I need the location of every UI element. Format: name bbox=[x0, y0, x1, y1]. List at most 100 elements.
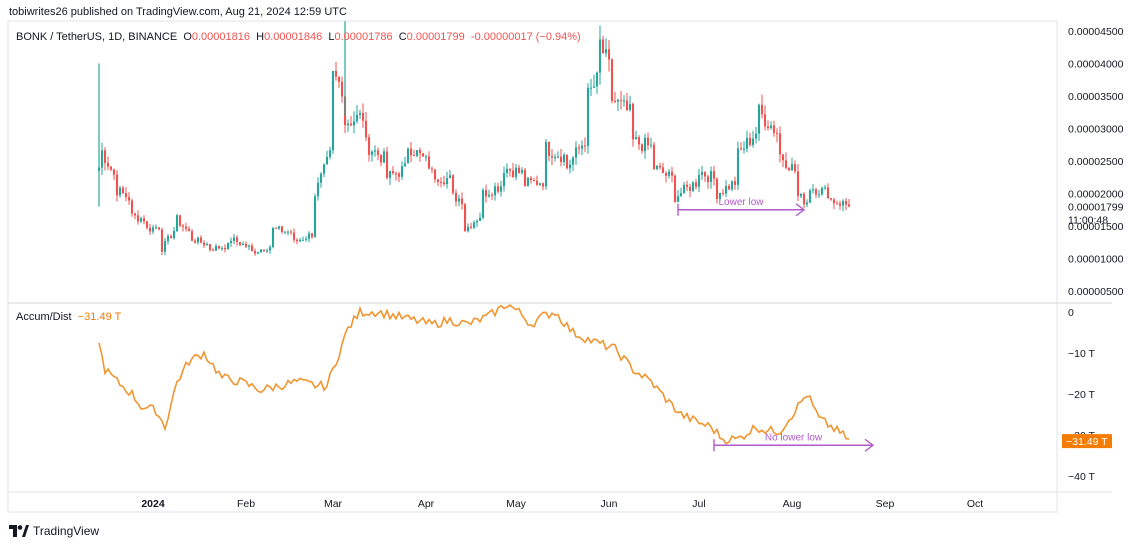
candle-body bbox=[352, 121, 356, 126]
candle-body bbox=[283, 231, 287, 233]
time-tick-label: 2024 bbox=[141, 498, 165, 510]
candle-body bbox=[508, 168, 512, 171]
candle-body bbox=[292, 232, 296, 240]
candle-body bbox=[790, 164, 794, 171]
axes: 0.00004500 0.00004000 0.00003500 0.00003000… bbox=[141, 26, 1123, 510]
candle-body bbox=[673, 175, 677, 202]
time-tick-label: Oct bbox=[967, 498, 983, 510]
candle-body bbox=[109, 166, 113, 170]
candle-body bbox=[457, 198, 461, 202]
candle-body bbox=[364, 120, 368, 138]
candle-body bbox=[763, 114, 767, 127]
candle-body bbox=[235, 237, 239, 243]
candle-body bbox=[811, 189, 815, 191]
candle-body bbox=[841, 200, 845, 206]
candle-body bbox=[628, 103, 632, 110]
candle-body bbox=[718, 192, 722, 199]
candle-body bbox=[772, 125, 776, 133]
candle-body bbox=[640, 144, 644, 152]
candle-body bbox=[586, 87, 590, 146]
candle-body bbox=[556, 156, 560, 158]
candle-body bbox=[484, 190, 488, 197]
indicator-name: Accum/Dist bbox=[16, 311, 72, 323]
candle-body bbox=[271, 227, 275, 248]
candle-body bbox=[697, 174, 701, 187]
candle-body bbox=[805, 202, 809, 205]
candle-body bbox=[103, 150, 107, 163]
candle-body bbox=[166, 236, 170, 242]
high-label: H bbox=[256, 31, 265, 43]
ad-tick-label: 0 bbox=[1068, 307, 1074, 319]
candle-body bbox=[469, 226, 473, 228]
candle-body bbox=[181, 225, 185, 227]
candle-body bbox=[703, 171, 707, 177]
tradingview-logo-icon bbox=[9, 525, 29, 537]
candle-body bbox=[724, 186, 728, 194]
candle-body bbox=[625, 100, 629, 110]
candle-body bbox=[154, 227, 158, 229]
candle-body bbox=[304, 238, 308, 240]
candle-body bbox=[838, 203, 842, 206]
candle-body bbox=[433, 169, 437, 180]
candle-body bbox=[685, 184, 689, 187]
candle-body bbox=[775, 132, 779, 134]
candle-body bbox=[370, 151, 374, 155]
candle-body bbox=[406, 148, 410, 164]
candle-body bbox=[214, 245, 218, 251]
candle-body bbox=[382, 151, 386, 163]
candle-body bbox=[676, 196, 680, 202]
candle-body bbox=[538, 183, 542, 185]
candle-body bbox=[583, 145, 587, 147]
candle-body bbox=[376, 150, 380, 155]
candle-body bbox=[568, 164, 572, 169]
candle-body bbox=[727, 186, 731, 190]
candle-body bbox=[643, 137, 647, 152]
candle-body bbox=[424, 156, 428, 158]
candle-body bbox=[100, 150, 104, 168]
candle-body bbox=[328, 150, 332, 158]
price-tick-label: 0.00002500 bbox=[1068, 156, 1124, 168]
candle-body bbox=[268, 247, 272, 251]
candle-body bbox=[337, 76, 341, 82]
candle-body bbox=[358, 112, 362, 115]
candle-body bbox=[820, 187, 824, 195]
candle-body bbox=[118, 187, 122, 196]
candle-body bbox=[481, 190, 485, 218]
price-pane bbox=[97, 21, 851, 256]
candle-body bbox=[379, 154, 383, 163]
candle-body bbox=[412, 155, 416, 157]
candle-body bbox=[448, 175, 452, 179]
candle-body bbox=[553, 157, 557, 159]
candle-body bbox=[262, 249, 266, 252]
indicator-legend: Accum/Dist −31.49 T bbox=[16, 311, 121, 323]
candle-body bbox=[202, 242, 206, 246]
candle-body bbox=[550, 155, 554, 158]
candle-body bbox=[778, 133, 782, 155]
candle-body bbox=[715, 178, 719, 199]
candle-body bbox=[310, 233, 314, 237]
candle-body bbox=[661, 167, 665, 174]
candle-body bbox=[298, 239, 302, 242]
candle-body bbox=[646, 137, 650, 146]
ad-series-line bbox=[98, 304, 850, 445]
candle-body bbox=[844, 200, 848, 205]
time-tick-label: Feb bbox=[237, 498, 255, 510]
candle-body bbox=[124, 193, 128, 198]
lower-low-arrow-head bbox=[795, 203, 806, 217]
candle-body bbox=[559, 156, 563, 163]
candle-body bbox=[658, 165, 662, 168]
candle-body bbox=[757, 104, 761, 134]
candle-body bbox=[307, 233, 311, 239]
price-tick-label: 0.00000500 bbox=[1068, 286, 1124, 298]
candle-body bbox=[232, 237, 236, 241]
publisher-header: tobiwrites26 published on TradingView.co… bbox=[9, 6, 347, 18]
tradingview-brand[interactable]: TradingView bbox=[9, 524, 99, 538]
candle-body bbox=[334, 71, 338, 77]
candle-body bbox=[748, 138, 752, 145]
candle-body bbox=[325, 157, 329, 165]
candle-body bbox=[544, 141, 548, 187]
candle-body bbox=[142, 218, 146, 222]
candle-body bbox=[316, 182, 320, 197]
candle-body bbox=[688, 186, 692, 191]
